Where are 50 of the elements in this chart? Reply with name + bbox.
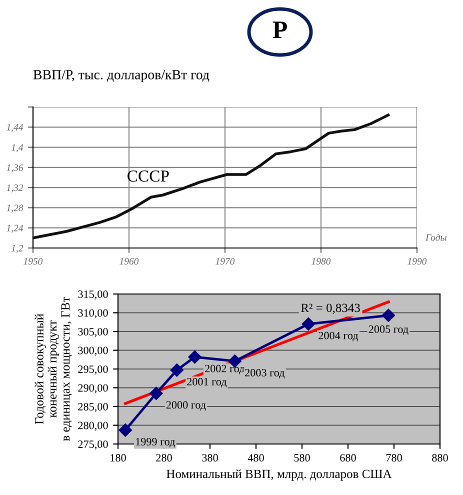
point (118, 424, 132, 437)
x-tick-label: 780 (386, 454, 402, 462)
annotation: 2005 год (368, 325, 408, 335)
x-tick-label: 680 (340, 454, 356, 462)
y-tick-label: 290,00 (78, 384, 108, 394)
line-series (33, 114, 390, 240)
point (170, 364, 184, 377)
y-tick-label: 1,36 (6, 164, 24, 172)
chart-title: ВВП/Р, тыс. долларов/кВт год (33, 70, 210, 82)
y-tick-label: 275,00 (78, 440, 108, 450)
x-tick-label: 1950 (24, 258, 43, 265)
y-tick-label: 305,00 (78, 328, 108, 338)
y-tick-label: 295,00 (78, 365, 108, 375)
y-tick-label: 280,00 (78, 422, 108, 431)
text: Р (272, 22, 287, 38)
point (302, 317, 316, 331)
x-axis-title: Годы (425, 234, 446, 241)
annotation: 1999 год (136, 438, 175, 448)
x-tick-label: 1970 (216, 258, 235, 265)
annotation: 2004 год (318, 332, 358, 342)
annotation: 2003 год (245, 368, 284, 378)
point (150, 386, 163, 400)
x-tick-label: 480 (248, 454, 264, 462)
x-tick-label: 1960 (120, 258, 139, 265)
y-tick-label: 1,28 (6, 204, 24, 213)
x-tick-label: 880 (432, 454, 448, 462)
x-tick-label: 580 (294, 454, 310, 462)
y-tick-label: 1,24 (6, 224, 24, 233)
y-tick-label: 1,4 (11, 144, 24, 152)
annotation: R² = 0,8343 (301, 304, 360, 314)
y-tick-label: 1,2 (11, 244, 24, 253)
y-tick-label: 285,00 (78, 402, 108, 412)
y-tick-label: 315,00 (78, 290, 108, 300)
annotation: 2000 год (166, 401, 206, 411)
x-tick-label: 1990 (408, 258, 427, 265)
y-tick-label: 310,00 (78, 309, 108, 318)
y-tick-label: 1,32 (6, 184, 24, 192)
y-axis-title: Годовой совокупный конечный продукт в единицах мощности, ГВт (34, 296, 72, 442)
x-tick-label: 280 (156, 454, 172, 462)
annotation: СССР (128, 170, 169, 182)
annotation: 2001 год (187, 378, 227, 388)
y-tick-label: 1,44 (6, 124, 24, 132)
y-tick-label: 300,00 (78, 346, 108, 356)
x-tick-label: 1980 (312, 258, 331, 265)
point (382, 308, 396, 322)
point (228, 354, 242, 368)
x-tick-label: 180 (110, 454, 126, 462)
point (188, 350, 202, 364)
x-tick-label: 380 (202, 454, 218, 462)
x-axis-title: Номинальный ВВП, млрд. долларов США (166, 469, 392, 481)
